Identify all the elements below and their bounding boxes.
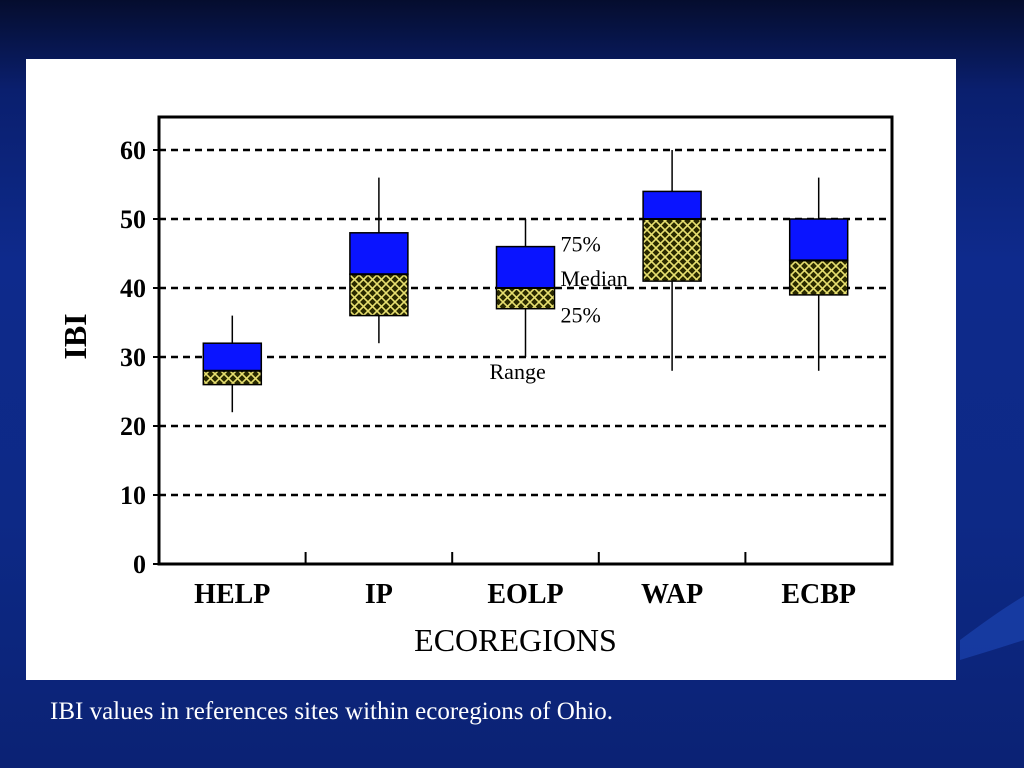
x-category-label: IP: [365, 579, 393, 610]
box-wap: [642, 150, 702, 371]
x-axis-title: ECOREGIONS: [414, 622, 617, 658]
y-tick-label: 60: [120, 136, 146, 165]
x-category-label: EOLP: [487, 579, 563, 610]
slide-caption: IBI values in references sites within ec…: [50, 698, 614, 725]
axis-layer: [153, 115, 894, 566]
box-ecbp: [788, 177, 849, 371]
box-upper-quartile: [642, 190, 702, 220]
y-tick-label: 40: [120, 274, 146, 303]
y-tick-label: 50: [120, 205, 146, 234]
y-tick-label: 0: [133, 550, 146, 579]
box-upper-quartile: [788, 218, 849, 262]
annotation-75-percent: 75%: [561, 232, 601, 257]
box-ip: [349, 177, 409, 344]
box-upper-quartile: [349, 232, 409, 275]
label-layer: 0 10 20 30 40 50 60 HELP IP EOLP WAP ECBP ECOREGIONS…: [57, 136, 856, 658]
box-lower-quartile: [495, 287, 556, 310]
annotation-25-percent: 25%: [561, 303, 601, 328]
box-lower-quartile: [788, 259, 849, 296]
box-lower-quartile: [642, 218, 702, 282]
plot-frame: [157, 115, 894, 566]
x-category-label: WAP: [641, 579, 703, 610]
box-layer: [202, 150, 849, 413]
box-help: [202, 315, 263, 413]
y-tick-label: 30: [120, 343, 146, 372]
x-category-label: HELP: [194, 579, 270, 610]
box-upper-quartile: [495, 245, 556, 289]
chart-panel: 0 10 20 30 40 50 60 HELP IP EOLP WAP ECBP ECOREGIONS…: [26, 59, 956, 680]
box-plot-chart: 0 10 20 30 40 50 60 HELP IP EOLP WAP ECBP ECOREGIONS…: [57, 115, 894, 658]
box-eolp: [495, 219, 556, 357]
x-category-label: ECBP: [781, 579, 856, 610]
y-axis-title: IBI: [57, 313, 93, 359]
box-upper-quartile: [202, 342, 263, 372]
y-tick-label: 20: [120, 412, 146, 441]
annotation-range: Range: [490, 359, 546, 384]
y-tick-label: 10: [120, 481, 146, 510]
annotation-median: Median: [561, 266, 628, 291]
box-lower-quartile: [202, 370, 263, 386]
box-lower-quartile: [349, 273, 409, 317]
